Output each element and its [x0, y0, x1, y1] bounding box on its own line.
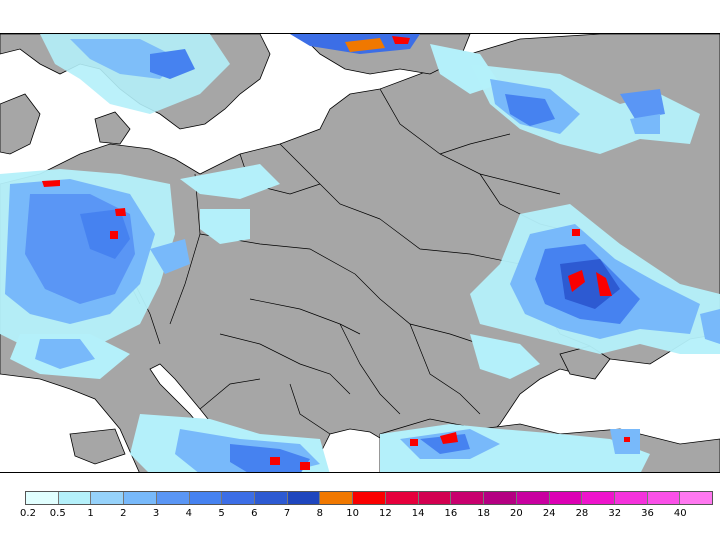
- legend-label: 7: [283, 508, 291, 519]
- legend-label: 5: [218, 508, 225, 519]
- precipitation-legend-labels: 0.2 0.5 1 2 3 4 5 6 7 8 10 12 14 16 18 20 24 28 32 36 40: [0, 508, 720, 524]
- legend-swatch: [189, 492, 223, 504]
- legend-swatch: [385, 492, 419, 504]
- legend-swatch: [320, 492, 354, 504]
- legend-label: 12: [379, 508, 392, 519]
- legend-swatch: [91, 492, 125, 504]
- legend-label: 20: [510, 508, 523, 519]
- legend-label: 3: [152, 508, 160, 519]
- legend-label: 4: [185, 508, 192, 519]
- legend-swatch: [647, 492, 681, 504]
- legend-label: 40: [673, 508, 687, 519]
- legend-swatch: [484, 492, 517, 504]
- legend-label: 36: [641, 508, 654, 519]
- legend-swatch: [255, 492, 288, 504]
- precipitation-map: [0, 33, 720, 473]
- legend-swatch: [680, 492, 713, 504]
- legend-swatch: [614, 492, 648, 504]
- precipitation-legend-bar: [25, 491, 713, 505]
- legend-label: 16: [444, 508, 458, 519]
- legend-label: 8: [316, 508, 324, 519]
- legend-swatch: [156, 492, 190, 504]
- legend-swatch: [222, 492, 256, 504]
- legend-swatch: [26, 492, 59, 504]
- legend-label: 6: [251, 508, 258, 519]
- legend-swatch: [516, 492, 550, 504]
- legend-swatch: [582, 492, 615, 504]
- britain: [0, 93, 41, 155]
- sicily: [69, 428, 126, 465]
- legend-label: 0.5: [49, 508, 66, 519]
- legend-swatch: [451, 492, 485, 504]
- legend-label: 18: [477, 508, 491, 519]
- legend-label: 0.2: [20, 508, 36, 519]
- precipitation-overlay: [0, 34, 720, 472]
- legend-label: 2: [120, 508, 127, 519]
- legend-swatch: [418, 492, 452, 504]
- legend-label: 10: [346, 508, 359, 519]
- legend-swatch: [549, 492, 583, 504]
- map-svg: [0, 34, 720, 472]
- legend-label: 24: [542, 508, 556, 519]
- legend-swatch: [353, 492, 386, 504]
- legend-swatch: [124, 492, 157, 504]
- denmark: [94, 111, 131, 145]
- legend-label: 28: [575, 508, 589, 519]
- legend-swatch: [58, 492, 92, 504]
- legend-label: 32: [608, 508, 622, 519]
- legend-label: 1: [87, 508, 94, 519]
- legend-swatch: [287, 492, 321, 504]
- legend-label: 14: [411, 508, 425, 519]
